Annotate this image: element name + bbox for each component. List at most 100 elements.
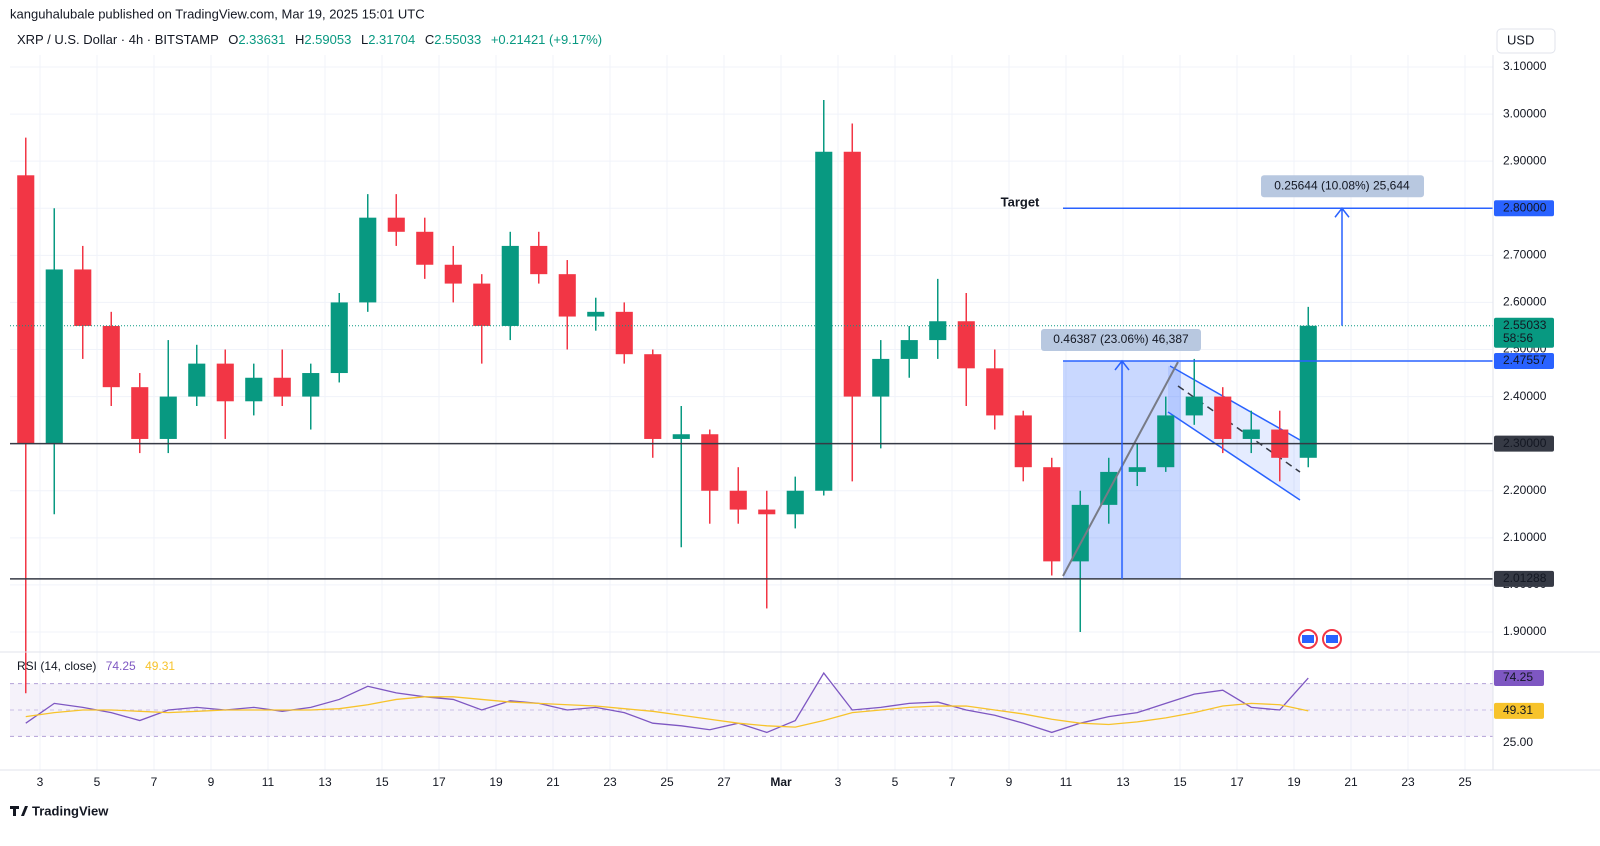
rsi-tick-label: 25.00	[1503, 735, 1533, 749]
candle-body	[1100, 471, 1118, 505]
rsi-value-label: 49.31	[1503, 703, 1533, 717]
ohlc-value: 2.31704	[368, 32, 415, 47]
x-tick-label: 15	[375, 775, 389, 789]
x-tick-label: 19	[489, 775, 503, 789]
x-tick-label: 5	[94, 775, 101, 789]
candle-body	[701, 434, 719, 491]
candle-body	[1214, 396, 1232, 439]
y-tick-label: 2.90000	[1503, 153, 1547, 167]
rsi-line	[25, 696, 1309, 728]
measure-label: 0.46387 (23.06%) 46,387	[1053, 332, 1189, 346]
candle-body	[558, 274, 576, 317]
candle-body	[302, 373, 320, 397]
candle-body	[501, 245, 519, 326]
target-text: Target	[1001, 195, 1040, 210]
candle-body	[216, 363, 234, 402]
x-tick-label: 23	[603, 775, 617, 789]
ohlc-label: C	[425, 32, 434, 47]
candle-body	[387, 217, 405, 232]
brand-logo: TradingView	[10, 803, 109, 818]
annotation-foreground: 0.46387 (23.06%) 46,387 0.25644 (10.08%) …	[10, 175, 1493, 649]
level-label-box	[1494, 353, 1554, 370]
countdown: 58:56	[1503, 331, 1533, 345]
candle-body	[74, 269, 92, 326]
candle-body	[986, 368, 1004, 416]
level-label-box	[1494, 200, 1554, 217]
candle-body	[843, 151, 861, 397]
y-tick-label: 2.10000	[1503, 530, 1547, 544]
level-label: 2.01288	[1503, 571, 1547, 585]
rsi-value-box	[1494, 702, 1544, 719]
candle-body	[530, 245, 548, 275]
x-tick-label: 17	[432, 775, 446, 789]
x-tick-label: 3	[37, 775, 44, 789]
candle-body	[815, 151, 833, 491]
candle-body	[872, 358, 890, 397]
x-tick-label: 19	[1287, 775, 1301, 789]
candle-body	[957, 321, 975, 369]
candle-body	[416, 231, 434, 265]
x-tick-label: 13	[318, 775, 332, 789]
candle-body	[159, 396, 177, 439]
rsi-legend: RSI (14, close) 74.25 49.31	[17, 659, 175, 673]
x-tick-label: 21	[1344, 775, 1358, 789]
measure-arrow	[1114, 359, 1130, 579]
brand-icon	[10, 806, 28, 816]
ohlc-label: O	[228, 32, 238, 47]
candle-body	[900, 340, 918, 359]
x-tick-label: 11	[1060, 775, 1073, 789]
candle-body	[1128, 467, 1146, 472]
x-tick-label: 13	[1116, 775, 1130, 789]
currency-box[interactable]	[1496, 28, 1556, 54]
candle-body	[758, 509, 776, 515]
x-tick-label: 9	[1006, 775, 1013, 789]
event-icons	[1298, 629, 1342, 649]
y-tick-label: 3.00000	[1503, 106, 1547, 120]
x-tick-label: 3	[835, 775, 842, 789]
symbol: XRP / U.S. Dollar · 4h · BITSTAMP	[17, 32, 219, 47]
candle-body	[1157, 415, 1175, 468]
rsi-value-label: 74.25	[1503, 670, 1533, 684]
target-label-box	[1261, 175, 1424, 198]
x-tick-label: Mar	[770, 775, 792, 789]
y-tick-label: 2.40000	[1503, 389, 1547, 403]
ohlc-value: 2.55033	[434, 32, 481, 47]
level-label-box	[1494, 435, 1554, 452]
x-tick-label: 23	[1401, 775, 1415, 789]
candle-body	[1043, 467, 1061, 562]
candle-body	[1242, 429, 1260, 439]
currency: USD	[1507, 32, 1534, 47]
plot	[17, 99, 1317, 734]
level-label-box	[1494, 570, 1554, 587]
brand: TradingView	[32, 803, 109, 818]
y-tick-label: 3.10000	[1503, 59, 1547, 73]
rsi-value: 74.25	[106, 659, 136, 673]
level-label: 2.80000	[1503, 200, 1547, 214]
y-tick-label: 2.60000	[1503, 295, 1547, 309]
x-tick-label: 7	[151, 775, 158, 789]
candle-body	[587, 311, 605, 317]
candle-body	[672, 434, 690, 439]
x-tick-label: 25	[1458, 775, 1472, 789]
target-arrow	[1334, 207, 1350, 326]
rsi-title: RSI (14, close)	[17, 659, 96, 673]
candle-body	[786, 490, 804, 515]
symbol-line: XRP / U.S. Dollar · 4h · BITSTAMP O2.336…	[17, 32, 602, 47]
event-flag	[1302, 635, 1314, 643]
candle-body	[615, 311, 633, 355]
y-tick-label: 2.70000	[1503, 248, 1547, 262]
ohlc-label: H	[295, 32, 304, 47]
candle-body	[245, 377, 263, 402]
flag-pole	[1062, 361, 1179, 577]
flag-upper-line	[1169, 365, 1301, 441]
ohlc-label: L	[361, 32, 368, 47]
x-tick-label: 27	[717, 775, 731, 789]
flag-lower-line	[1167, 411, 1301, 501]
candle-body	[444, 264, 462, 284]
candle-body	[359, 217, 377, 303]
candle-body	[644, 354, 662, 439]
candle-body	[273, 377, 291, 397]
